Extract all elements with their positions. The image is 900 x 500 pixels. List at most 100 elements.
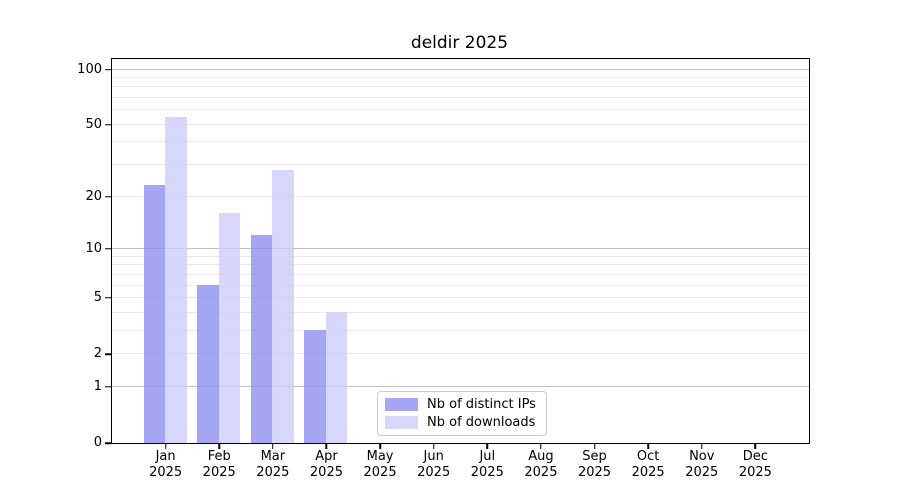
x-tick-feb-2025	[218, 444, 220, 449]
x-tick-label-line: Apr	[315, 449, 338, 464]
x-tick-label-line: 2025	[738, 465, 772, 480]
x-tick-dec-2025	[754, 444, 757, 449]
minor-gridline-30	[111, 164, 809, 166]
x-tick-label-line: Feb	[207, 449, 231, 464]
y-tick-1	[105, 386, 111, 388]
y-tick-label-0: 0	[93, 435, 102, 450]
y-tick-100	[105, 68, 111, 71]
x-tick-label-line: 2025	[417, 465, 451, 480]
minor-gridline-7	[111, 273, 809, 275]
y-tick-0	[105, 442, 111, 444]
x-tick-label-may-2025: May 2025	[348, 449, 412, 481]
legend-label-downloads: Nb of downloads	[427, 415, 536, 430]
minor-gridline-90	[111, 76, 809, 78]
minor-gridline-6	[111, 284, 809, 286]
legend-item-downloads: Nb of downloads	[385, 415, 539, 430]
bar-nb-of-downloads-feb-2025	[218, 213, 241, 443]
y-tick-label-100: 100	[77, 61, 102, 77]
x-tick-label-mar-2025: Mar 2025	[241, 449, 305, 481]
x-tick-oct-2025	[647, 444, 649, 449]
x-tick-label-jul-2025: Jul 2025	[455, 449, 519, 481]
y-tick-label-2: 2	[93, 346, 102, 362]
bar-nb-of-distinct-ips-apr-2025	[304, 330, 326, 443]
minor-gridline-9	[111, 255, 809, 257]
minor-gridline-20	[111, 195, 809, 197]
x-tick-label-line: Dec	[742, 449, 768, 464]
minor-gridline-50	[111, 123, 809, 125]
y-tick-2	[105, 353, 111, 355]
y-tick-label-10: 10	[85, 240, 102, 256]
minor-gridline-2	[111, 353, 809, 355]
x-tick-label-jun-2025: Jun 2025	[402, 449, 466, 481]
x-tick-label-apr-2025: Apr 2025	[294, 449, 358, 481]
x-tick-label-dec-2025: Dec 2025	[723, 449, 787, 481]
major-gridline-100	[111, 68, 809, 70]
minor-gridline-80	[111, 86, 809, 88]
bar-nb-of-distinct-ips-mar-2025	[250, 234, 273, 443]
x-tick-label-line: 2025	[685, 465, 719, 480]
bar-nb-of-downloads-apr-2025	[325, 312, 348, 443]
major-gridline-1	[111, 385, 809, 387]
legend-label-distinct-ips: Nb of distinct IPs	[427, 397, 536, 412]
chart-title: deldir 2025	[410, 33, 509, 53]
minor-gridline-40	[111, 141, 809, 143]
x-tick-jan-2025	[164, 444, 167, 449]
y-tick-5	[105, 297, 111, 299]
y-tick-10	[105, 248, 111, 250]
x-tick-may-2025	[379, 444, 381, 449]
bar-nb-of-distinct-ips-jan-2025	[143, 185, 166, 443]
legend-item-distinct-ips: Nb of distinct IPs	[385, 397, 539, 412]
minor-gridline-70	[111, 97, 809, 99]
x-tick-label-line: Nov	[689, 449, 715, 464]
x-tick-label-line: 2025	[631, 465, 665, 480]
x-tick-label-line: May	[366, 449, 394, 464]
minor-gridline-4	[111, 311, 809, 313]
x-tick-aug-2025	[540, 444, 542, 449]
x-tick-label-line: Jul	[479, 449, 496, 464]
x-tick-label-line: 2025	[363, 465, 397, 480]
legend: Nb of distinct IPs Nb of downloads	[377, 391, 547, 436]
x-tick-jul-2025	[486, 444, 489, 449]
legend-swatch-distinct-ips	[385, 398, 418, 411]
x-tick-label-sep-2025: Sep 2025	[563, 449, 627, 481]
x-tick-mar-2025	[272, 444, 274, 449]
y-tick-20	[105, 195, 111, 198]
x-tick-label-jan-2025: Jan 2025	[134, 449, 198, 481]
y-tick-label-20: 20	[85, 188, 102, 204]
x-tick-label-feb-2025: Feb 2025	[187, 449, 251, 481]
x-tick-label-line: 2025	[309, 465, 343, 480]
x-tick-label-line: 2025	[524, 465, 558, 480]
x-tick-label-line: 2025	[202, 465, 236, 480]
bar-nb-of-downloads-mar-2025	[272, 170, 294, 443]
minor-gridline-5	[111, 296, 809, 298]
x-tick-label-line: 2025	[470, 465, 504, 480]
y-tick-label-1: 1	[93, 378, 102, 394]
x-tick-label-line: 2025	[577, 465, 612, 480]
x-tick-label-line: Aug	[528, 449, 554, 464]
x-tick-nov-2025	[701, 444, 703, 449]
plot-area	[110, 57, 810, 444]
x-tick-label-line: Oct	[636, 449, 660, 464]
minor-gridline-8	[111, 264, 809, 266]
x-tick-label-nov-2025: Nov 2025	[670, 449, 734, 481]
minor-gridline-3	[111, 329, 809, 331]
major-gridline-10	[111, 247, 809, 249]
x-tick-label-aug-2025: Aug 2025	[509, 449, 573, 481]
bar-nb-of-downloads-jan-2025	[165, 116, 187, 443]
x-tick-label-line: Mar	[260, 449, 286, 464]
x-tick-jun-2025	[432, 444, 435, 449]
legend-swatch-downloads	[385, 416, 418, 429]
x-tick-apr-2025	[325, 444, 328, 449]
minor-gridline-60	[111, 109, 809, 111]
x-tick-label-line: 2025	[256, 465, 290, 480]
y-tick-label-5: 5	[93, 289, 102, 305]
x-tick-label-line: Jan	[155, 449, 176, 464]
x-tick-sep-2025	[593, 444, 596, 449]
bar-nb-of-distinct-ips-feb-2025	[197, 285, 219, 443]
x-tick-label-line: 2025	[149, 465, 183, 480]
x-tick-label-line: Sep	[582, 449, 607, 464]
y-tick-label-50: 50	[85, 116, 102, 132]
y-tick-50	[105, 124, 111, 126]
x-tick-label-oct-2025: Oct 2025	[616, 449, 680, 481]
